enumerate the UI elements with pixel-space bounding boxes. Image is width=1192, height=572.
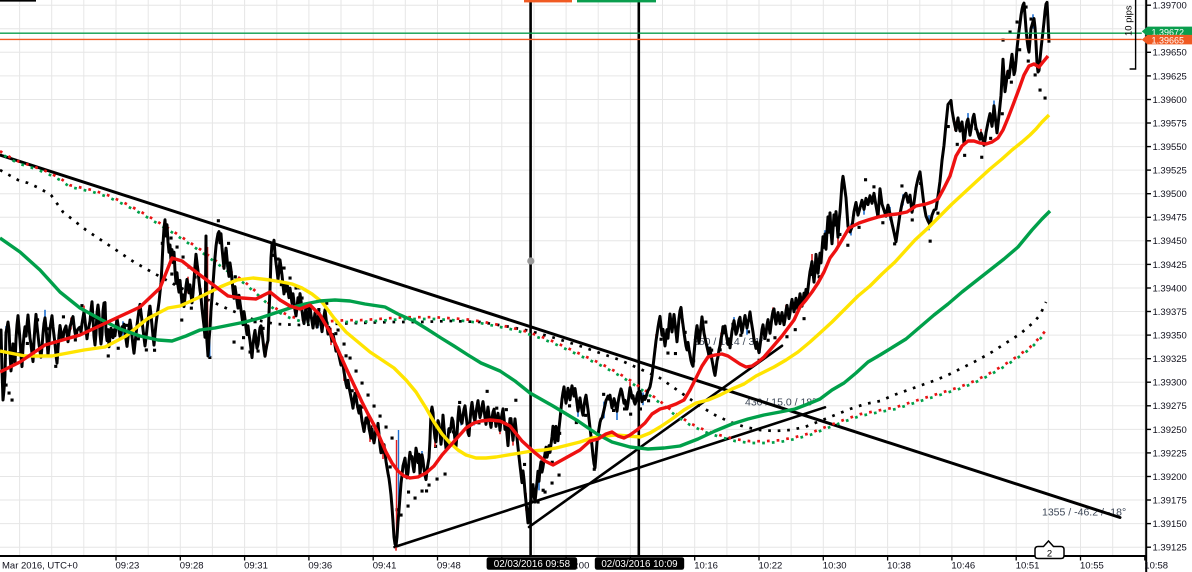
svg-text:1.39275: 1.39275: [1153, 401, 1187, 412]
svg-text:10:55: 10:55: [1080, 561, 1104, 572]
svg-text:10:30: 10:30: [823, 561, 847, 572]
svg-text:1.39175: 1.39175: [1153, 495, 1187, 506]
svg-text:1.39425: 1.39425: [1153, 260, 1187, 271]
svg-text:10:16: 10:16: [694, 561, 718, 572]
svg-text:10:00: 10:00: [566, 561, 590, 572]
svg-text:10:46: 10:46: [951, 561, 975, 572]
svg-text:1.39625: 1.39625: [1153, 71, 1187, 82]
svg-text:1.39665: 1.39665: [1152, 35, 1185, 45]
svg-text:1.39500: 1.39500: [1153, 189, 1187, 200]
svg-text:1.39250: 1.39250: [1153, 425, 1187, 436]
svg-text:09:31: 09:31: [244, 561, 268, 572]
svg-text:10:22: 10:22: [759, 561, 783, 572]
svg-text:1.39150: 1.39150: [1153, 519, 1187, 530]
svg-text:1355 / -46.2 / -18°: 1355 / -46.2 / -18°: [1042, 507, 1126, 519]
svg-text:1.39550: 1.39550: [1153, 142, 1187, 153]
svg-text:1.39450: 1.39450: [1153, 236, 1187, 247]
svg-text:1.39125: 1.39125: [1153, 543, 1187, 554]
svg-text:1.39400: 1.39400: [1153, 283, 1187, 294]
svg-text:10:51: 10:51: [1016, 561, 1040, 572]
svg-text:10 pips: 10 pips: [1124, 5, 1135, 36]
svg-text:09:23: 09:23: [116, 561, 140, 572]
svg-text:09:28: 09:28: [180, 561, 204, 572]
svg-text:2: 2: [1047, 548, 1052, 559]
svg-text:10:38: 10:38: [887, 561, 911, 572]
svg-text:1.39375: 1.39375: [1153, 307, 1187, 318]
svg-text:1.39225: 1.39225: [1153, 448, 1187, 459]
svg-text:09:41: 09:41: [373, 561, 397, 572]
svg-text:02/03/2016 09:58: 02/03/2016 09:58: [494, 559, 571, 570]
svg-text:Mar 2016, UTC+0: Mar 2016, UTC+0: [2, 561, 78, 572]
svg-text:02/03/2016 10:09: 02/03/2016 10:09: [601, 559, 677, 570]
svg-text:1.39325: 1.39325: [1153, 354, 1187, 365]
svg-text:1.39475: 1.39475: [1153, 213, 1187, 224]
svg-text:1.39700: 1.39700: [1153, 1, 1187, 12]
svg-text:1.39575: 1.39575: [1153, 118, 1187, 129]
svg-text:09:36: 09:36: [308, 561, 332, 572]
svg-text:430 / 15.0 / 18°: 430 / 15.0 / 18°: [745, 397, 816, 409]
svg-text:1.39600: 1.39600: [1153, 95, 1187, 106]
svg-text:1.39525: 1.39525: [1153, 166, 1187, 177]
svg-text:10:58: 10:58: [1144, 561, 1168, 572]
svg-text:09:48: 09:48: [437, 561, 461, 572]
svg-text:1.39300: 1.39300: [1153, 378, 1187, 389]
svg-text:1.39672: 1.39672: [1152, 28, 1185, 38]
svg-text:1.39650: 1.39650: [1153, 48, 1187, 59]
svg-text:1.39350: 1.39350: [1153, 331, 1187, 342]
svg-text:1.39200: 1.39200: [1153, 472, 1187, 483]
